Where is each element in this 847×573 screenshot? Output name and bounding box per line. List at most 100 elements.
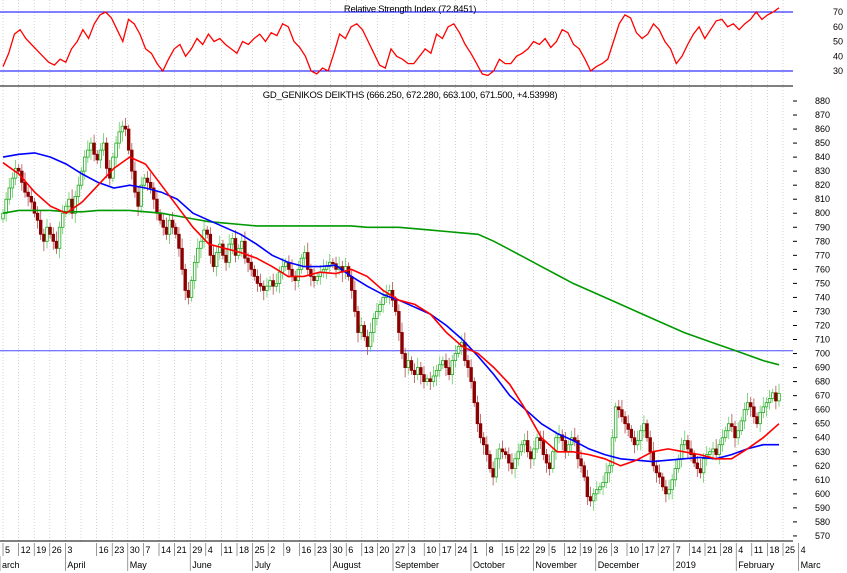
price-tick-label: 800 xyxy=(815,208,830,218)
date-tick-label: 17 xyxy=(442,545,452,555)
date-tick-label: 25 xyxy=(785,545,795,555)
price-tick-label: 780 xyxy=(815,236,830,246)
candle-body xyxy=(617,406,621,411)
candle-body xyxy=(174,226,178,235)
candle-body xyxy=(101,142,106,151)
price-tick-label: 820 xyxy=(815,180,830,190)
candle-body xyxy=(155,198,159,214)
candle-body xyxy=(148,181,153,189)
candle-body xyxy=(403,353,407,368)
candle-body xyxy=(494,458,498,478)
date-tick-label: 21 xyxy=(707,545,717,555)
candle-body xyxy=(262,285,266,291)
candle-body xyxy=(422,374,426,382)
candle-body xyxy=(566,444,571,453)
candle-body xyxy=(695,462,700,469)
candle-body xyxy=(601,482,605,488)
candle-body xyxy=(579,458,583,467)
candle-body xyxy=(661,476,665,488)
candle-body xyxy=(309,268,313,277)
candle-body xyxy=(324,266,329,270)
date-tick-label: 13 xyxy=(364,545,374,555)
candle-body xyxy=(547,462,552,469)
candle-body xyxy=(117,131,121,144)
candle-body xyxy=(664,486,668,495)
candle-body xyxy=(488,454,492,469)
candle-body xyxy=(202,229,206,242)
date-tick-label: 19 xyxy=(582,545,592,555)
candle-body xyxy=(541,440,546,455)
candle-body xyxy=(409,360,414,371)
candle-body xyxy=(211,254,216,267)
price-tick-label: 850 xyxy=(815,138,830,148)
candle-body xyxy=(491,468,495,478)
date-tick-label: 30 xyxy=(333,545,343,555)
rsi-tick-label: 30 xyxy=(833,66,843,76)
candle-body xyxy=(708,451,712,455)
candle-body xyxy=(563,440,568,453)
candle-body xyxy=(123,125,128,130)
rsi-tick-label: 50 xyxy=(833,37,843,47)
candle-body xyxy=(32,201,37,214)
candle-body xyxy=(598,486,602,491)
candle-body xyxy=(406,360,410,368)
candle-body xyxy=(742,409,747,422)
candle-body xyxy=(507,454,511,464)
rsi-title: Relative Strength Index (72.8451) xyxy=(344,4,476,15)
candle-body xyxy=(145,177,150,183)
candle-body xyxy=(428,378,432,383)
candle-body xyxy=(246,257,250,263)
moving-averages xyxy=(2,152,780,467)
candle-body xyxy=(535,437,539,450)
candle-body xyxy=(673,468,678,481)
candle-body xyxy=(180,247,184,270)
candle-body xyxy=(114,142,118,158)
price-tick-label: 840 xyxy=(815,152,830,162)
date-tick-label: 3 xyxy=(613,545,618,555)
candle-body xyxy=(252,268,257,277)
candle-body xyxy=(651,451,656,467)
candle-body xyxy=(26,191,30,197)
candle-body xyxy=(284,261,288,267)
candle-body xyxy=(120,125,125,133)
date-tick-label: 15 xyxy=(504,545,514,555)
candle-body xyxy=(469,367,473,383)
price-tick-label: 660 xyxy=(815,405,830,415)
candle-body xyxy=(306,252,310,270)
date-tick-label: 16 xyxy=(301,545,311,555)
date-tick-label: 26 xyxy=(598,545,608,555)
date-tick-label: 29 xyxy=(192,545,202,555)
candle-body xyxy=(161,219,165,228)
month-label: September xyxy=(395,560,439,570)
candle-body xyxy=(280,266,285,273)
candle-body xyxy=(525,440,530,453)
month-label: December xyxy=(598,560,640,570)
month-label: 2019 xyxy=(676,560,696,570)
candle-body xyxy=(359,325,363,333)
date-tick-label: 19 xyxy=(36,545,46,555)
candle-body xyxy=(604,472,608,484)
ma-fast-line xyxy=(2,156,780,467)
candle-body xyxy=(51,233,55,242)
date-tick-label: 22 xyxy=(520,545,530,555)
candle-body xyxy=(607,465,612,474)
date-tick-label: 26 xyxy=(52,545,62,555)
candles xyxy=(1,117,781,511)
candle-body xyxy=(227,243,231,263)
candle-body xyxy=(481,437,486,446)
month-label: arch xyxy=(2,560,20,570)
date-tick-label: 16 xyxy=(99,545,109,555)
candle-body xyxy=(538,437,542,441)
candle-body xyxy=(79,170,84,186)
date-tick-label: 20 xyxy=(379,545,389,555)
candle-body xyxy=(645,423,649,439)
price-tick-label: 810 xyxy=(815,194,830,204)
candle-body xyxy=(214,252,219,267)
candle-body xyxy=(186,290,191,298)
candle-body xyxy=(412,369,417,375)
candle-body xyxy=(437,364,442,371)
candle-body xyxy=(381,297,385,305)
candle-body xyxy=(441,360,445,366)
candle-body xyxy=(683,440,687,446)
